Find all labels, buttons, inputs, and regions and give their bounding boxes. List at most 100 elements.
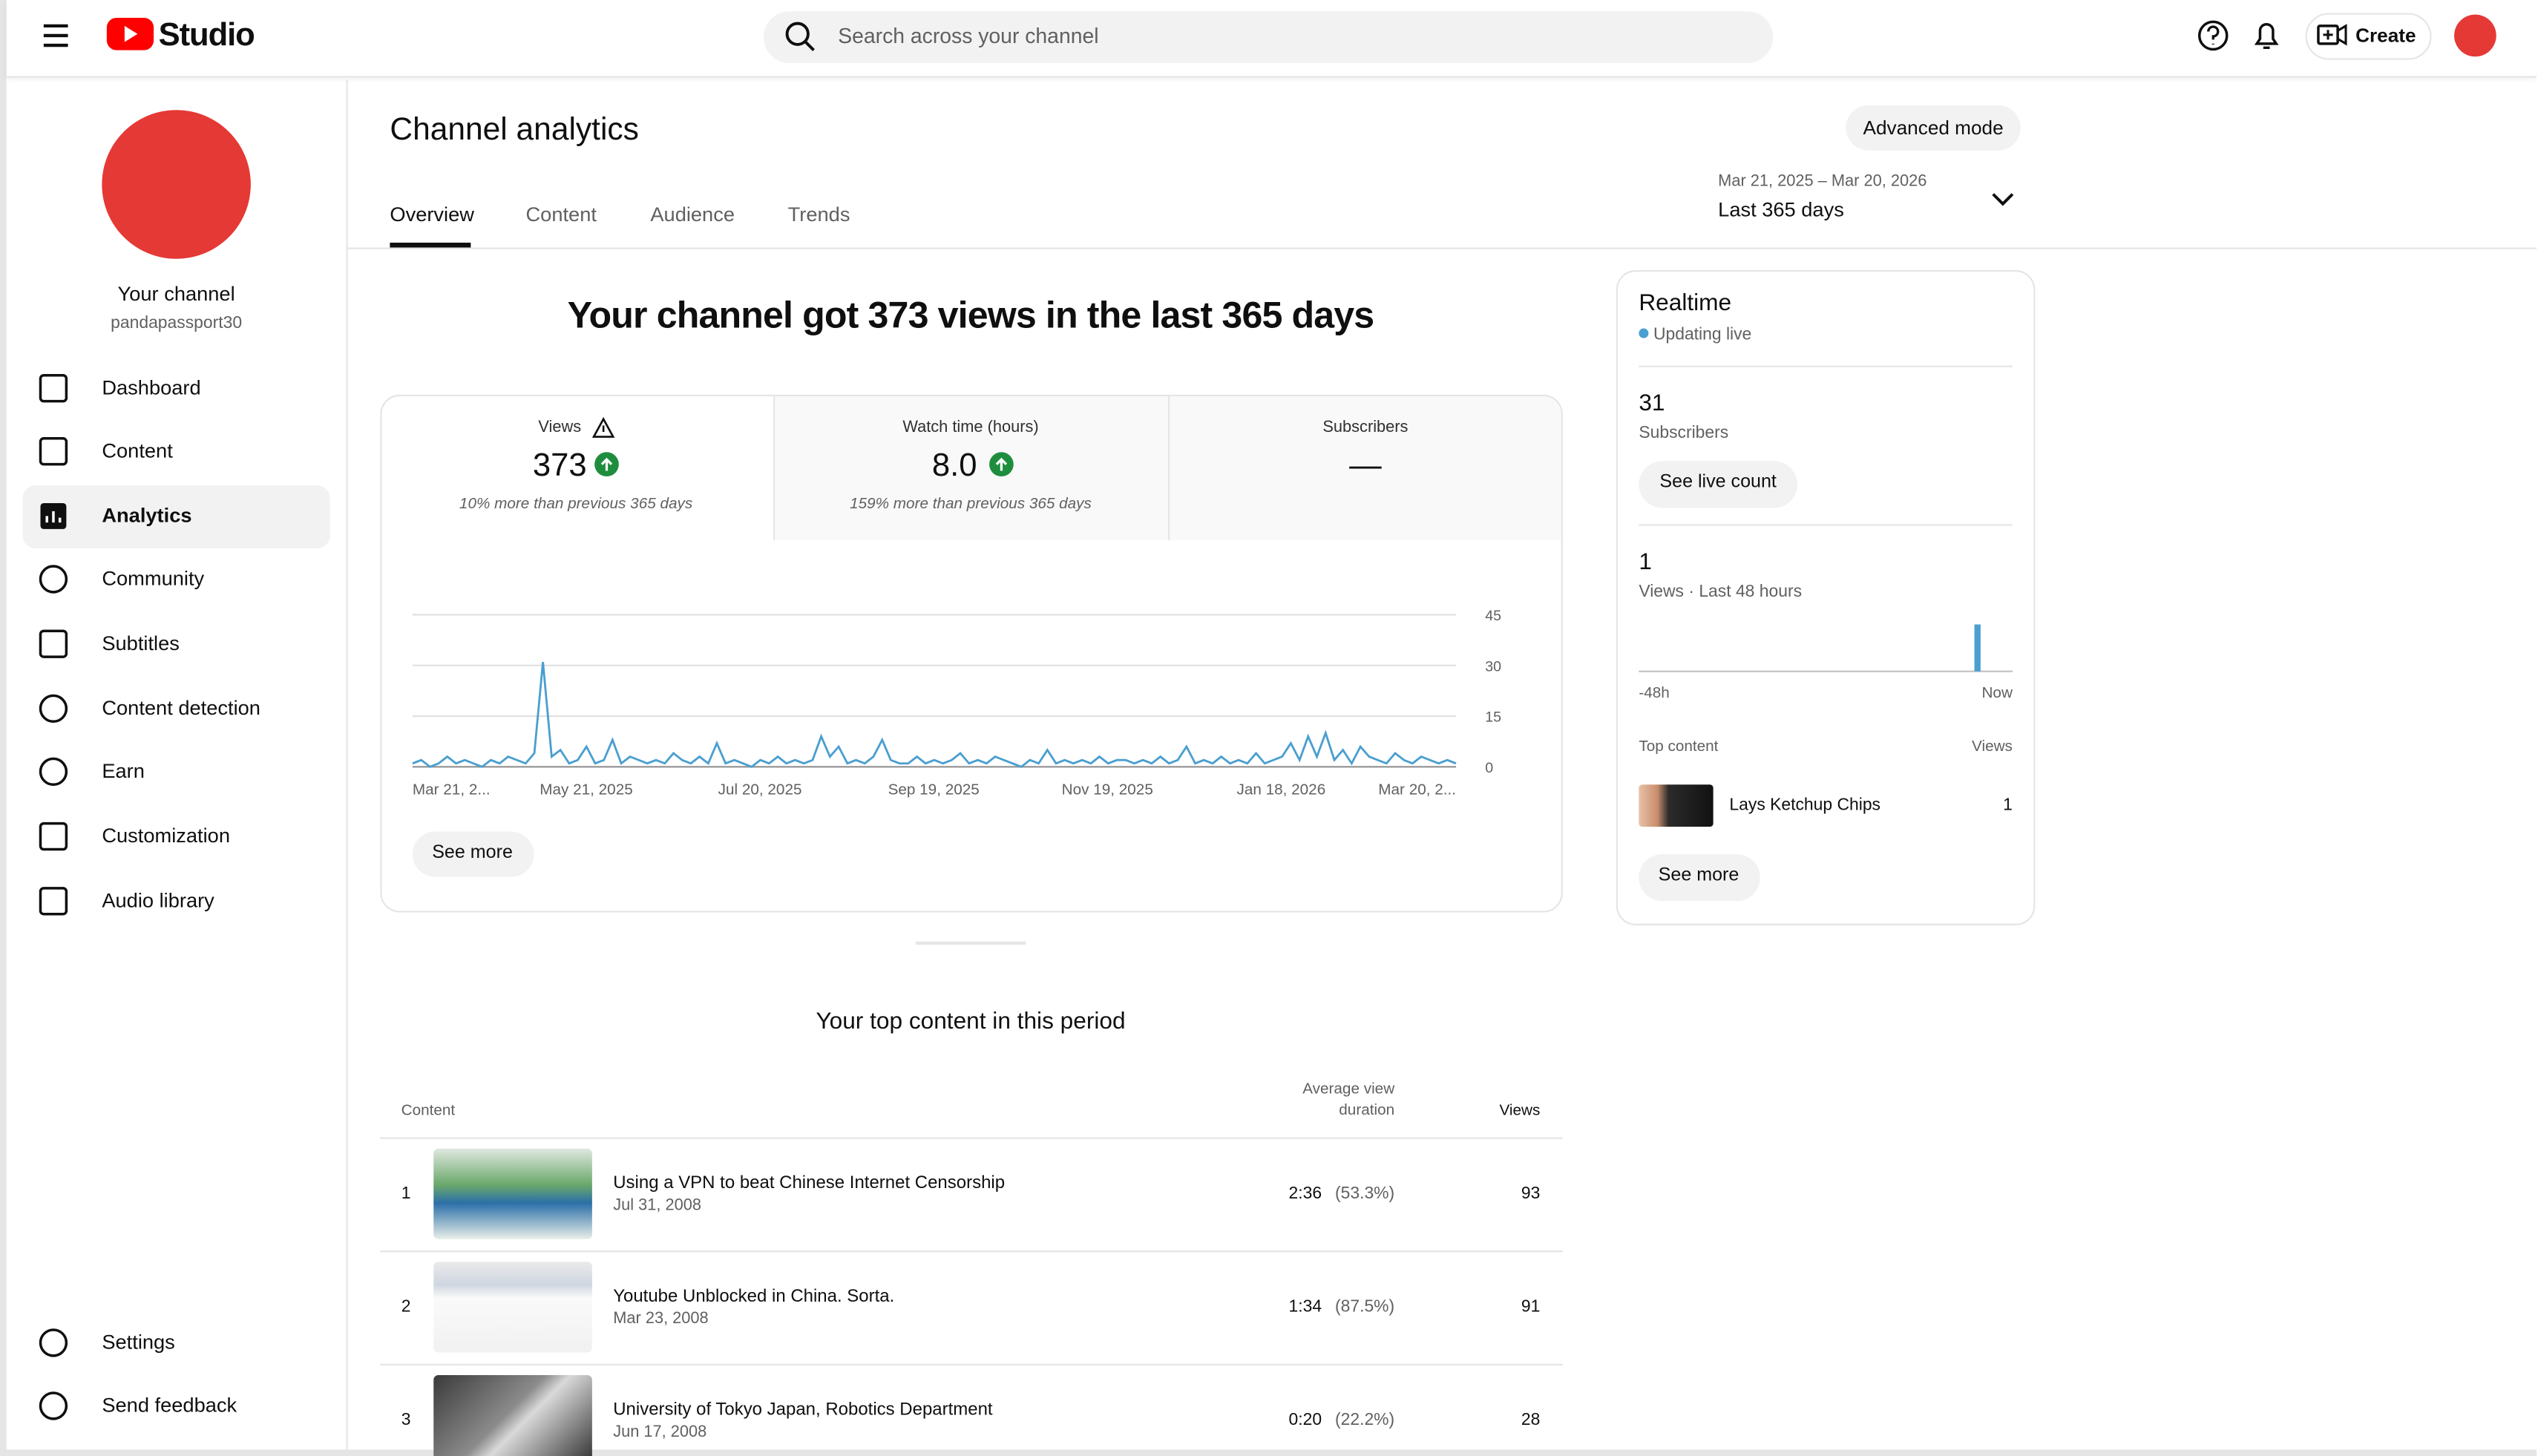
nav-label[interactable]: Settings	[102, 1331, 175, 1354]
row-date: Mar 23, 2008	[613, 1310, 709, 1328]
create-button[interactable]	[2305, 13, 2432, 60]
row-divider	[380, 1250, 1563, 1253]
search-placeholder: Search across your channel	[838, 23, 1099, 48]
realtime-card	[1616, 270, 2036, 925]
rt-item-views: 1	[2003, 796, 2013, 816]
row-title: Using a VPN to beat Chinese Internet Cen…	[613, 1173, 1006, 1193]
nav-item[interactable]	[23, 421, 330, 484]
realtime-status: Updating live	[1653, 324, 1752, 344]
top-bar	[6, 0, 2537, 78]
rt-subscribers-label: Subscribers	[1639, 423, 1729, 443]
nav-label[interactable]: Analytics	[102, 504, 192, 528]
advanced-mode-button[interactable]	[1846, 105, 2021, 151]
column-header: Average view duration	[1302, 1080, 1395, 1120]
rt-views: 1	[1639, 549, 1652, 576]
row-percent: (87.5%)	[1335, 1296, 1395, 1316]
left-frame	[0, 0, 7, 1456]
nav-label[interactable]: Content detection	[102, 697, 260, 720]
sidebar	[7, 79, 348, 1450]
row-thumbnail	[433, 1262, 592, 1353]
column-header: Views	[1499, 1102, 1541, 1121]
headline: Your channel got 373 views in the last 3…	[567, 293, 1375, 336]
see-more-label[interactable]: See more	[432, 843, 513, 863]
logo-text: Studio	[158, 17, 255, 53]
advanced-mode-label[interactable]: Advanced mode	[1863, 116, 2004, 140]
bottom-frame	[0, 1449, 2537, 1456]
tab[interactable]: Content	[525, 203, 597, 226]
header-divider	[347, 247, 2537, 249]
row-rank: 3	[401, 1410, 411, 1430]
channel-handle: pandapassport30	[111, 313, 243, 333]
row-duration: 1:34	[1288, 1296, 1322, 1316]
metric-sep	[1167, 396, 1170, 541]
row-percent: (22.2%)	[1335, 1410, 1395, 1430]
row-percent: (53.3%)	[1335, 1184, 1395, 1204]
see-live-count-button[interactable]	[1639, 461, 1797, 508]
see-live-count-label[interactable]: See live count	[1659, 473, 1777, 493]
table-title: Your top content in this period	[816, 1009, 1126, 1035]
nav-label[interactable]: Audio library	[102, 889, 214, 912]
row-views: 28	[1521, 1410, 1541, 1430]
rt-divider	[1639, 365, 2013, 367]
nav-label[interactable]: Earn	[102, 760, 145, 783]
rt-item-title: Lays Ketchup Chips	[1729, 796, 1881, 816]
nav-label[interactable]: Content	[102, 439, 173, 462]
date-range: Mar 21, 2025 – Mar 20, 2026	[1718, 173, 1927, 191]
nav-label[interactable]: Dashboard	[102, 376, 201, 399]
row-date: Jun 17, 2008	[613, 1423, 707, 1442]
tab-underline	[390, 243, 471, 248]
realtime-title: Realtime	[1639, 290, 1732, 317]
row-views: 93	[1521, 1184, 1541, 1204]
rt-end: Now	[1981, 684, 2013, 703]
period[interactable]: Last 365 days	[1718, 198, 1844, 222]
rt-see-more-button[interactable]	[1639, 854, 1760, 902]
metric-change: 159% more than previous 365 days	[850, 495, 1092, 514]
rt-top-label: Top content	[1639, 738, 1719, 756]
avatar-year: 2008	[142, 148, 211, 183]
rt-divider	[1639, 524, 2013, 526]
row-duration: 0:20	[1288, 1410, 1322, 1430]
avatar-views: 89K VIEWS	[133, 179, 220, 197]
row-thumbnail	[433, 1375, 592, 1456]
row-duration: 2:36	[1288, 1184, 1322, 1204]
see-more-button[interactable]	[412, 831, 534, 877]
nav-label[interactable]: Subtitles	[102, 632, 180, 655]
row-thumbnail	[433, 1148, 592, 1239]
metric-change: 10% more than previous 365 days	[459, 495, 693, 514]
row-views: 91	[1521, 1296, 1541, 1316]
rt-views-col: Views	[1972, 738, 2013, 756]
create-label[interactable]: Create	[2355, 24, 2416, 47]
nav-item[interactable]	[23, 741, 330, 804]
row-rank: 1	[401, 1184, 411, 1204]
row-title: Youtube Unblocked in China. Sorta.	[613, 1287, 895, 1307]
row-title: University of Tokyo Japan, Robotics Depa…	[613, 1400, 993, 1420]
row-date: Jul 31, 2008	[613, 1197, 702, 1216]
row-divider	[380, 1137, 1563, 1139]
nav-label[interactable]: Send feedback	[102, 1394, 237, 1417]
summary-card	[380, 394, 1563, 913]
nav-label[interactable]: Community	[102, 567, 205, 591]
avatar-pct: 24%	[165, 205, 197, 223]
section-divider	[915, 941, 1026, 945]
nav-label[interactable]: Customization	[102, 824, 231, 847]
rt-subscribers: 31	[1639, 391, 1665, 417]
metric-value: —	[1349, 447, 1382, 484]
metric-bg	[773, 396, 1561, 541]
tab[interactable]: Trends	[787, 203, 850, 226]
metric-label: Subscribers	[1322, 419, 1409, 437]
row-rank: 2	[401, 1296, 411, 1316]
page-title: Channel analytics	[390, 111, 639, 148]
dropdown-chevron	[1992, 193, 2014, 206]
column-header: Content	[401, 1102, 456, 1121]
search-box[interactable]	[763, 11, 1774, 64]
tab[interactable]: Overview	[390, 203, 474, 226]
tab[interactable]: Audience	[650, 203, 735, 226]
metric-value: 8.0	[931, 447, 977, 484]
rt-start: -48h	[1639, 684, 1670, 703]
rt-views-label: Views · Last 48 hours	[1639, 582, 1803, 602]
rt-see-more-label[interactable]: See more	[1658, 865, 1739, 886]
metric-label: Views	[538, 419, 582, 437]
nav-active	[22, 485, 330, 549]
metric-label: Watch time (hours)	[902, 419, 1039, 437]
